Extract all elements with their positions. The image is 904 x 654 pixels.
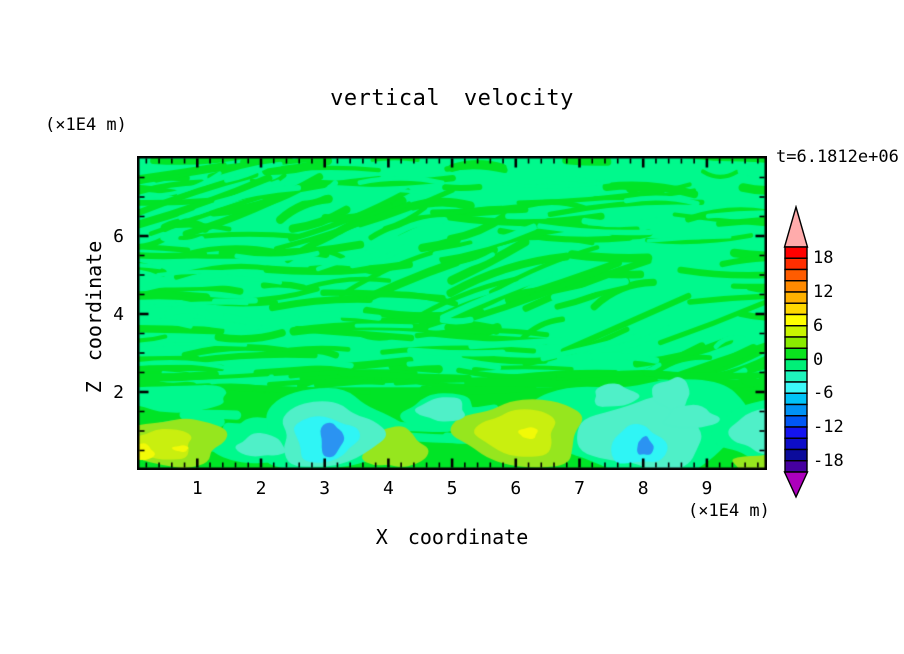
colorbar-tick-label: -12	[813, 417, 844, 437]
colorbar-segment	[784, 370, 808, 383]
colorbar-segment	[784, 280, 808, 293]
y-axis-units-label: (×1E4 m)	[45, 115, 127, 135]
colorbar-tick-label: 0	[813, 349, 824, 370]
colorbar-segment	[784, 381, 808, 394]
x-tick-label: 2	[255, 478, 267, 499]
colorbar-segment	[784, 403, 808, 417]
colorbar: 18 12 6 0 -6 -12 -18	[780, 204, 890, 505]
plot-area	[137, 156, 767, 470]
colorbar-segment	[784, 392, 808, 406]
colorbar-segment	[784, 336, 808, 349]
x-tick-label: 3	[319, 478, 331, 499]
colorbar-segment	[784, 347, 808, 361]
x-tick-label: 4	[382, 478, 394, 499]
time-stamp-label: t=6.1812e+06	[776, 147, 899, 167]
colorbar-segment	[784, 415, 808, 428]
colorbar-over-arrow	[783, 204, 809, 248]
x-tick-label: 7	[574, 478, 585, 499]
y-tick-label: 2	[113, 382, 124, 403]
plot-title: vertical velocity	[330, 86, 574, 111]
colorbar-segment	[784, 426, 808, 439]
colorbar-tick-label: -6	[813, 383, 834, 404]
colorbar-segment	[784, 325, 808, 338]
y-tick-label: 4	[113, 304, 124, 325]
colorbar-tick-label: 12	[813, 282, 834, 302]
x-tick-label: 6	[510, 478, 522, 499]
y-tick-label: 6	[113, 226, 124, 247]
colorbar-tick-label: 6	[813, 315, 824, 336]
contour-plot-canvas	[137, 156, 767, 470]
colorbar-segment	[784, 313, 808, 327]
colorbar-tick-label: 18	[813, 248, 834, 269]
colorbar-segment	[784, 358, 808, 372]
x-tick-label: 5	[446, 478, 458, 499]
colorbar-segment	[784, 302, 808, 316]
colorbar-segment	[784, 268, 808, 282]
colorbar-segment	[784, 460, 808, 473]
x-axis-title: X coordinate	[375, 525, 529, 549]
colorbar-under-arrow	[783, 471, 809, 499]
colorbar-segment	[784, 448, 808, 462]
x-tick-label: 8	[637, 478, 649, 499]
x-tick-label: 1	[191, 478, 203, 499]
colorbar-segment	[784, 246, 808, 259]
colorbar-segment	[784, 291, 808, 304]
x-tick-label: 9	[701, 478, 713, 499]
x-axis-units-label: (×1E4 m)	[688, 501, 770, 521]
colorbar-segment	[784, 257, 808, 271]
colorbar-tick-label: -18	[813, 450, 844, 471]
colorbar-segment	[784, 437, 808, 451]
